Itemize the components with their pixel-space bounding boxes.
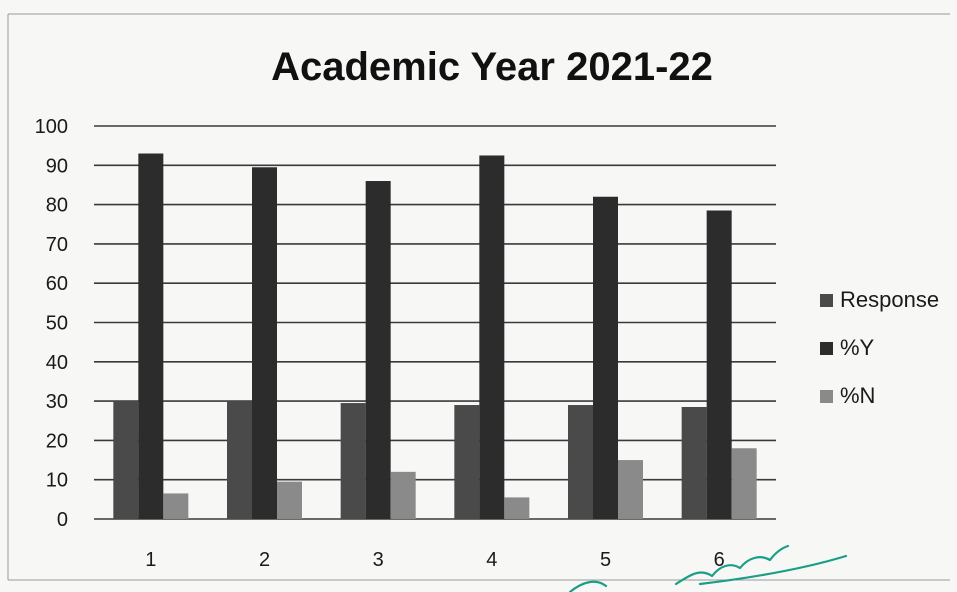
y-tick-label: 50 <box>46 313 68 335</box>
bar-pct-y <box>706 210 732 519</box>
gridlines <box>94 125 776 520</box>
bar-pct-y <box>593 196 618 520</box>
legend-label: Response <box>840 287 939 312</box>
bar-pct-n <box>163 493 189 519</box>
x-tick-label: 3 <box>373 549 384 571</box>
x-axis-ticks: 1 2 3 4 5 6 <box>145 549 724 571</box>
y-tick-label: 60 <box>46 273 68 295</box>
y-tick-label: 70 <box>46 234 68 256</box>
bar-response <box>227 401 252 519</box>
y-axis-ticks: 0 10 20 30 40 50 60 70 80 90 100 <box>35 116 68 531</box>
x-tick-label: 2 <box>259 549 270 571</box>
bar-pct-y <box>479 155 505 519</box>
bar-response <box>568 405 593 519</box>
signature <box>568 544 848 592</box>
bar-pct-n <box>277 481 302 519</box>
y-tick-label: 90 <box>46 155 68 177</box>
y-tick-label: 100 <box>35 116 68 138</box>
x-tick-label: 5 <box>600 549 611 571</box>
chart-title: Academic Year 2021-22 <box>271 45 713 89</box>
y-tick-label: 0 <box>57 509 68 531</box>
x-tick-label: 4 <box>486 549 497 571</box>
legend-swatch <box>820 342 833 355</box>
legend-label: %Y <box>840 335 875 360</box>
y-tick-label: 10 <box>46 470 68 492</box>
bar-pct-n <box>390 471 416 519</box>
legend-label: %N <box>840 383 875 408</box>
legend-swatch <box>820 294 833 307</box>
bar-pct-n <box>618 460 643 519</box>
legend-swatch <box>820 390 833 403</box>
bar-response <box>340 403 366 519</box>
y-tick-label: 20 <box>46 430 68 452</box>
bar-response <box>113 401 139 519</box>
scan-frame <box>7 13 950 581</box>
bar-pct-n <box>731 448 757 519</box>
y-tick-label: 30 <box>46 391 68 413</box>
y-tick-label: 40 <box>46 352 68 374</box>
x-tick-label: 1 <box>145 549 156 571</box>
bar-response <box>681 406 707 519</box>
bar-pct-n <box>504 497 530 519</box>
x-tick-label: 6 <box>714 549 725 571</box>
bar-pct-y <box>138 153 164 519</box>
bar-pct-y <box>252 167 277 519</box>
bar-response <box>454 405 480 519</box>
y-tick-label: 80 <box>46 195 68 217</box>
bar-pct-y <box>365 181 391 519</box>
legend: Response %Y %N <box>820 287 939 408</box>
bars <box>113 153 757 520</box>
